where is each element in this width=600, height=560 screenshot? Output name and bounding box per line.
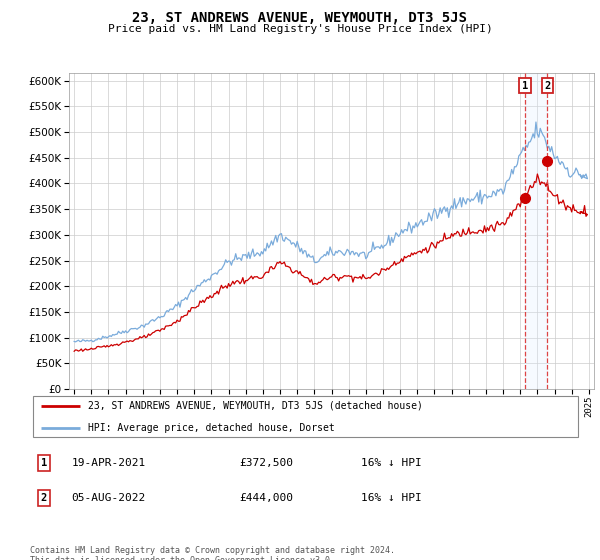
Text: £372,500: £372,500 <box>240 458 294 468</box>
Text: 23, ST ANDREWS AVENUE, WEYMOUTH, DT3 5JS: 23, ST ANDREWS AVENUE, WEYMOUTH, DT3 5JS <box>133 11 467 25</box>
Text: 1: 1 <box>522 81 529 91</box>
Text: 1: 1 <box>41 458 47 468</box>
Text: 2: 2 <box>544 81 550 91</box>
Text: 16% ↓ HPI: 16% ↓ HPI <box>361 493 422 503</box>
Bar <box>525 73 547 389</box>
Text: HPI: Average price, detached house, Dorset: HPI: Average price, detached house, Dors… <box>88 423 335 433</box>
Text: 19-APR-2021: 19-APR-2021 <box>71 458 146 468</box>
Text: 2: 2 <box>41 493 47 503</box>
FancyBboxPatch shape <box>33 396 578 437</box>
Text: Price paid vs. HM Land Registry's House Price Index (HPI): Price paid vs. HM Land Registry's House … <box>107 24 493 34</box>
Text: 16% ↓ HPI: 16% ↓ HPI <box>361 458 422 468</box>
Text: Contains HM Land Registry data © Crown copyright and database right 2024.
This d: Contains HM Land Registry data © Crown c… <box>30 546 395 560</box>
Text: £444,000: £444,000 <box>240 493 294 503</box>
Text: 05-AUG-2022: 05-AUG-2022 <box>71 493 146 503</box>
Text: 23, ST ANDREWS AVENUE, WEYMOUTH, DT3 5JS (detached house): 23, ST ANDREWS AVENUE, WEYMOUTH, DT3 5JS… <box>88 400 423 410</box>
